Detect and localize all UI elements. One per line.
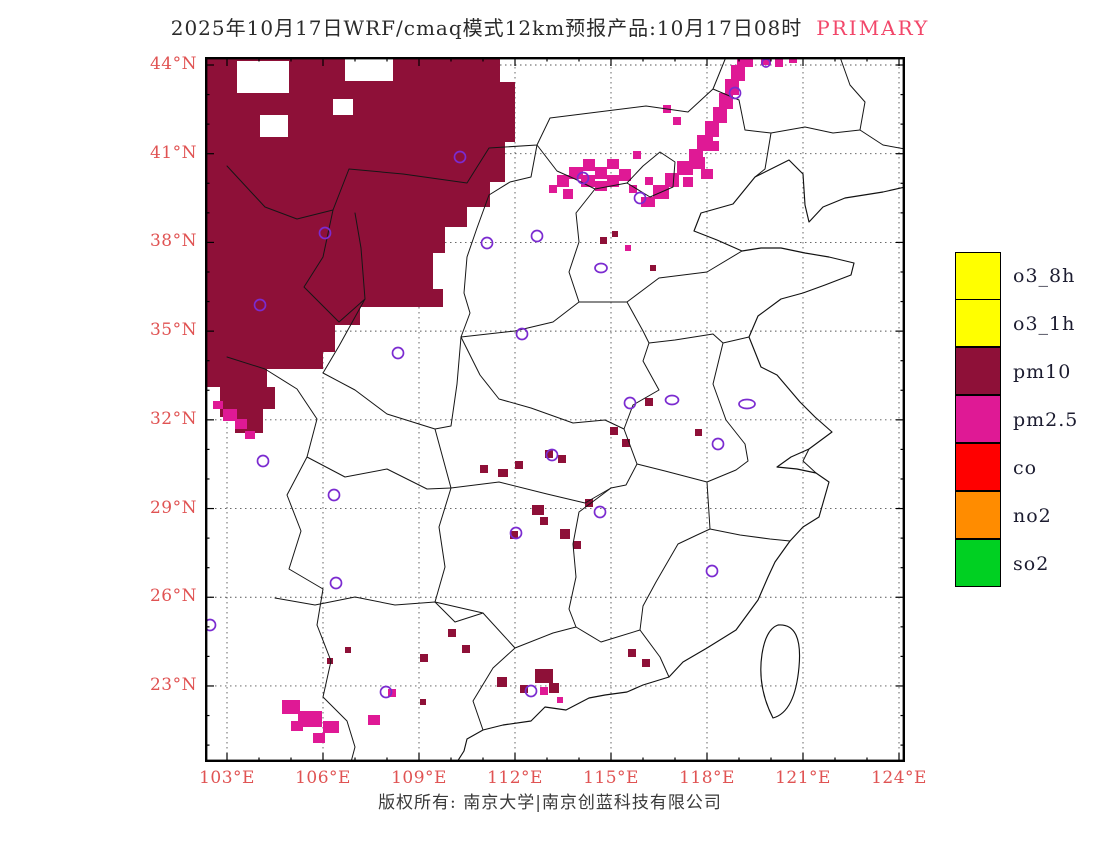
lat-tick-label: 32°N [149,408,197,429]
city-marker [391,346,405,360]
legend-item-so2: so2 [955,539,1078,588]
legend-label: co [1013,457,1038,479]
lon-tick-label: 115°E [583,768,639,788]
lon-tick-label: 112°E [487,768,543,788]
title-primary-tag: PRIMARY [816,16,930,40]
city-marker [738,398,756,410]
city-marker [524,684,538,698]
city-marker [623,396,637,410]
city-marker [530,229,544,243]
page-title: 2025年10月17日WRF/cmaq模式12km预报产品:10月17日08时 P… [0,12,1100,41]
city-marker [318,226,332,240]
legend-swatch-no2 [955,491,1001,540]
legend-swatch-co [955,443,1001,492]
legend-label: o3_8h [1013,265,1076,287]
city-marker [327,488,341,502]
legend-swatch-pm2.5 [955,395,1001,444]
city-marker [728,86,742,100]
lat-tick-label: 41°N [149,142,197,163]
legend-item-o3_8h: o3_8h [955,252,1078,300]
pollutant-legend: o3_8h o3_1h pm10 pm2.5 co no2 so2 [955,252,1078,588]
legend-swatch-so2 [955,539,1001,588]
city-marker [480,236,494,250]
legend-label: pm2.5 [1013,409,1079,431]
lon-tick-label: 121°E [775,768,831,788]
city-marker [509,526,523,540]
city-marker [253,298,267,312]
city-marker [705,564,719,578]
legend-label: o3_1h [1013,313,1076,335]
lat-tick-label: 35°N [149,320,197,341]
legend-label: so2 [1013,553,1050,575]
copyright-footer: 版权所有: 南京大学|南京创蓝科技有限公司 [378,793,722,813]
legend-label: no2 [1013,505,1052,527]
lon-tick-label: 103°E [199,768,255,788]
city-marker [594,262,608,274]
legend-label: pm10 [1013,361,1072,383]
city-marker [515,327,529,341]
city-marker [664,394,680,406]
legend-item-pm10: pm10 [955,347,1078,396]
lat-tick-label: 44°N [149,54,197,74]
city-markers [205,58,771,699]
city-marker [711,437,725,451]
title-text: 2025年10月17日WRF/cmaq模式12km预报产品:10月17日08时 [170,16,803,40]
city-marker [205,618,217,632]
city-marker [256,454,270,468]
forecast-map-svg [205,57,905,762]
lon-tick-label: 124°E [871,768,927,788]
lon-tick-label: 118°E [679,768,735,788]
city-marker [633,191,647,205]
city-marker [329,576,343,590]
lat-tick-label: 29°N [149,497,197,518]
legend-item-no2: no2 [955,491,1078,540]
lat-tick-label: 38°N [149,231,197,252]
city-marker [453,150,467,164]
lon-tick-label: 106°E [295,768,351,788]
legend-item-o3_1h: o3_1h [955,299,1078,348]
legend-swatch-o3_1h [955,299,1001,348]
lat-tick-label: 26°N [149,586,197,607]
legend-item-pm2.5: pm2.5 [955,395,1079,444]
map-plot [205,57,905,762]
legend-swatch-pm10 [955,347,1001,396]
legend-swatch-o3_8h [955,252,1001,300]
city-marker [593,505,607,519]
city-marker [545,448,559,462]
lat-tick-label: 23°N [149,674,197,695]
city-marker [379,685,393,699]
city-marker [576,171,590,185]
legend-item-co: co [955,443,1078,492]
lon-tick-label: 109°E [391,768,447,788]
